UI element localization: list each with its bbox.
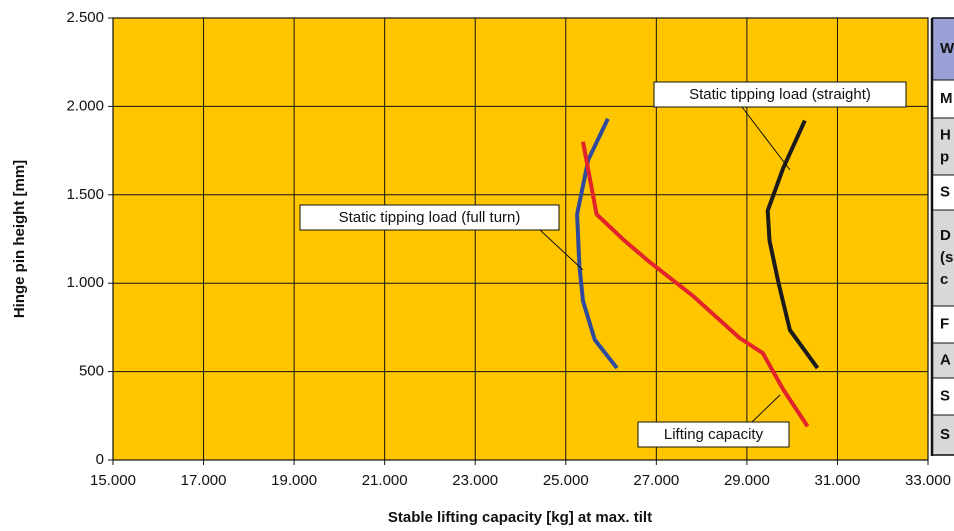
table-row-bg: [932, 175, 954, 210]
x-tick-label: 23.000: [452, 472, 498, 489]
x-tick-label: 19.000: [271, 472, 317, 489]
x-tick-label: 29.000: [724, 472, 770, 489]
table-header-bg: [932, 18, 954, 80]
x-tick-label: 33.000: [905, 472, 951, 489]
x-axis-title: Stable lifting capacity [kg] at max. til…: [388, 509, 652, 526]
callout-box: [653, 81, 907, 108]
callout-leader: [741, 106, 791, 171]
callout-label: Static tipping load (full turn): [339, 209, 521, 226]
table-cell: c: [940, 271, 948, 288]
x-tick-label: 17.000: [181, 472, 227, 489]
table-cell: S: [940, 183, 950, 200]
table-cell: S: [940, 426, 950, 443]
x-tick-label: 25.000: [543, 472, 589, 489]
table-row-bg: [932, 343, 954, 378]
y-tick-label: 0: [96, 451, 104, 468]
series-line: [575, 117, 619, 370]
table-cell: F: [940, 315, 949, 332]
y-tick-label: 1.000: [66, 274, 104, 291]
y-tick-label: 2.000: [66, 97, 104, 114]
table-cell: A: [940, 351, 951, 368]
table-cell: S: [940, 387, 950, 404]
y-tick-label: 2.500: [66, 9, 104, 26]
table-cell: (s: [940, 249, 953, 266]
y-tick-label: 500: [79, 363, 104, 380]
table-cell: H: [940, 126, 951, 143]
callout-leader: [751, 394, 781, 423]
x-tick-label: 27.000: [633, 472, 679, 489]
plot-border: [112, 17, 929, 461]
x-tick-label: 15.000: [90, 472, 136, 489]
y-tick-label: 1.500: [66, 186, 104, 203]
table-row-bg: [932, 306, 954, 343]
table-cell: D: [940, 227, 951, 244]
series-line: [581, 141, 810, 428]
x-tick-label: 21.000: [362, 472, 408, 489]
callout-box: [299, 204, 560, 231]
x-tick-label: 31.000: [814, 472, 860, 489]
table-row-bg: [932, 210, 954, 306]
table-row-bg: [932, 80, 954, 118]
table-row-bg: [932, 118, 954, 175]
callout-label: Static tipping load (straight): [689, 86, 871, 103]
table-row-bg: [932, 415, 954, 455]
y-axis-title: Hinge pin height [mm]: [11, 160, 28, 318]
callout-leader: [539, 229, 584, 271]
callout-label: Lifting capacity: [664, 426, 764, 443]
series-line: [765, 119, 820, 370]
table-row-bg: [932, 378, 954, 415]
callout-box: [637, 421, 790, 448]
table-cell: M: [940, 90, 953, 107]
table-cell: p: [940, 148, 949, 165]
table-header: W: [940, 40, 954, 57]
